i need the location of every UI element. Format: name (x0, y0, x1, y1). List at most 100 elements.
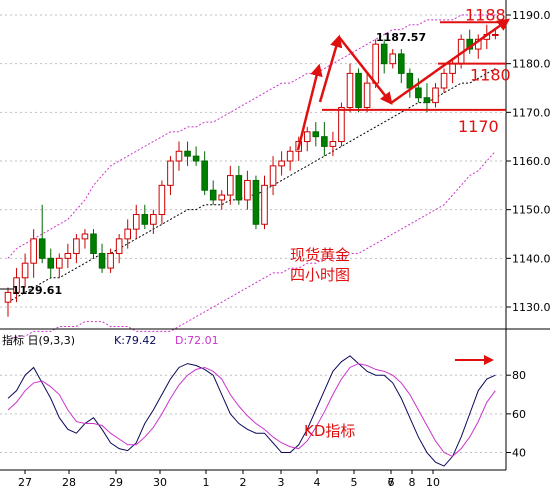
kd-title: KD指标 (304, 422, 355, 440)
middle-band-line (7, 68, 496, 303)
candle-0 (4, 287, 12, 317)
x-tick-label-3: 3 (278, 476, 285, 489)
kd-tick-label-80: 80 (512, 369, 526, 382)
candle-body-33 (286, 150, 294, 162)
candle-body-10 (90, 233, 97, 254)
kd-k-series (7, 355, 496, 467)
candle-19 (167, 156, 174, 196)
candle-31 (269, 156, 277, 196)
candle-18 (158, 180, 166, 225)
candle-body-13 (115, 238, 123, 254)
candle-16 (141, 204, 149, 230)
candle-body-7 (64, 252, 72, 259)
candle-body-19 (167, 160, 174, 186)
x-tick-label-28: 28 (62, 476, 76, 489)
x-tick-label-7: 7 (388, 476, 395, 489)
x-tick-label-1: 1 (203, 476, 210, 489)
main-tick-label-1190: 1190.0 (512, 9, 550, 22)
main-tick-label-1140: 1140.0 (512, 252, 550, 265)
kd-grid (0, 374, 506, 454)
candle-body-2 (21, 262, 29, 279)
candle-body-38 (329, 141, 337, 147)
candle-28 (244, 170, 251, 210)
trend-arrow-up-2 (318, 34, 343, 103)
candle-4 (38, 204, 46, 264)
upper-band-line (7, 14, 496, 259)
candle-14 (124, 219, 132, 249)
candle-46 (398, 49, 405, 84)
candle-44 (380, 39, 388, 74)
candle-body-11 (98, 252, 106, 269)
candle-body-31 (269, 165, 277, 186)
kd-header-k: K:79.42 (114, 334, 156, 347)
candle-body-25 (218, 194, 226, 201)
candle-body-49 (423, 97, 431, 104)
candle-body-18 (158, 184, 166, 216)
candle-body-8 (73, 238, 80, 254)
candle-12 (107, 248, 114, 273)
high-value-label: 1187.57 (376, 31, 426, 44)
level-1188-label: 1188 (465, 5, 506, 24)
chart-title: 现货黄金 四小时图 (290, 246, 355, 284)
candle-8 (73, 234, 80, 264)
x-tick-label-10: 10 (426, 476, 440, 489)
candle-body-43 (372, 43, 379, 84)
x-tick-label-30: 30 (153, 476, 167, 489)
main-tick-label-1130: 1130.0 (512, 301, 550, 314)
candle-body-36 (312, 131, 320, 138)
candle-22 (192, 146, 200, 166)
candle-body-39 (338, 106, 345, 143)
low-value-label: 1129.61 (12, 284, 62, 297)
candle-body-27 (235, 175, 243, 201)
candle-49 (423, 83, 431, 113)
x-tick-label-5: 5 (351, 476, 358, 489)
candle-26 (227, 165, 234, 205)
candle-2 (21, 253, 29, 288)
candle-body-40 (346, 72, 354, 108)
candle-body-50 (432, 87, 439, 104)
candle-5 (47, 248, 55, 278)
candle-body-14 (124, 228, 132, 240)
candle-body-6 (56, 257, 63, 269)
kd-header-prefix: 指标 日(9,3,3) (2, 333, 75, 347)
candle-body-42 (363, 82, 371, 108)
candle-45 (389, 49, 397, 69)
candle-body-21 (184, 150, 191, 157)
trend-arrow-up-1 (296, 63, 323, 151)
candle-20 (175, 141, 183, 171)
candle-body-46 (398, 53, 405, 74)
candle-body-0 (4, 291, 12, 303)
candle-21 (184, 141, 191, 166)
candle-body-37 (321, 136, 328, 147)
candle-25 (218, 190, 226, 210)
x-axis-ticks: 27 28 29 30 1 2 3 4 5 67 8 10 (18, 470, 440, 489)
candle-body-15 (132, 214, 140, 230)
candle-body-32 (278, 160, 285, 167)
kd-tick-label-40: 40 (512, 447, 526, 460)
trend-arrow-up-3 (390, 18, 511, 105)
candle-body-24 (209, 189, 217, 201)
kd-y-ticks: 40 60 80 (506, 369, 526, 460)
candle-17 (150, 209, 157, 234)
x-tick-label-6: 6 (388, 476, 395, 489)
candle-30 (261, 175, 268, 230)
candle-body-57 (492, 33, 499, 36)
candle-47 (406, 68, 414, 98)
x-tick-label-4: 4 (314, 476, 321, 489)
candle-body-44 (380, 43, 388, 65)
candle-9 (81, 229, 89, 249)
candle-7 (64, 243, 72, 269)
candle-body-29 (252, 179, 260, 225)
candle-57 (492, 29, 499, 40)
main-tick-label-1170: 1170.0 (512, 106, 550, 119)
candle-41 (355, 68, 362, 113)
kd-header-d: D:72.01 (175, 334, 219, 347)
candle-body-5 (47, 257, 55, 269)
candle-29 (252, 175, 260, 230)
candle-15 (132, 204, 140, 239)
candle-body-22 (192, 155, 200, 162)
candle-body-9 (81, 233, 89, 240)
candle-50 (432, 83, 439, 108)
candle-body-47 (406, 72, 414, 89)
